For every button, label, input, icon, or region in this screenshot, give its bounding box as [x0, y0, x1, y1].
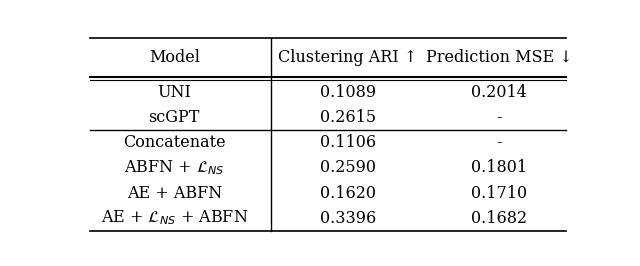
Text: 0.1801: 0.1801 [471, 159, 527, 176]
Text: 0.1106: 0.1106 [320, 134, 376, 151]
Text: UNI: UNI [157, 84, 191, 101]
Text: Concatenate: Concatenate [123, 134, 225, 151]
Text: scGPT: scGPT [148, 109, 200, 126]
Text: Model: Model [148, 49, 200, 66]
Text: Clustering ARI ↑: Clustering ARI ↑ [278, 49, 417, 66]
Text: ABFN + $\mathcal{L}_{NS}$: ABFN + $\mathcal{L}_{NS}$ [124, 159, 225, 177]
Text: Prediction MSE ↓: Prediction MSE ↓ [426, 49, 572, 66]
Text: 0.1620: 0.1620 [320, 185, 376, 202]
Text: 0.1682: 0.1682 [471, 210, 527, 227]
Text: 0.1089: 0.1089 [320, 84, 376, 101]
Text: 0.1710: 0.1710 [471, 185, 527, 202]
Text: -: - [497, 134, 502, 151]
Text: 0.2590: 0.2590 [320, 159, 376, 176]
Text: AE + $\mathcal{L}_{NS}$ + ABFN: AE + $\mathcal{L}_{NS}$ + ABFN [100, 209, 248, 227]
Text: -: - [497, 109, 502, 126]
Text: 0.2014: 0.2014 [471, 84, 527, 101]
Text: 0.2615: 0.2615 [320, 109, 376, 126]
Text: AE + ABFN: AE + ABFN [127, 185, 222, 202]
Text: 0.3396: 0.3396 [320, 210, 376, 227]
